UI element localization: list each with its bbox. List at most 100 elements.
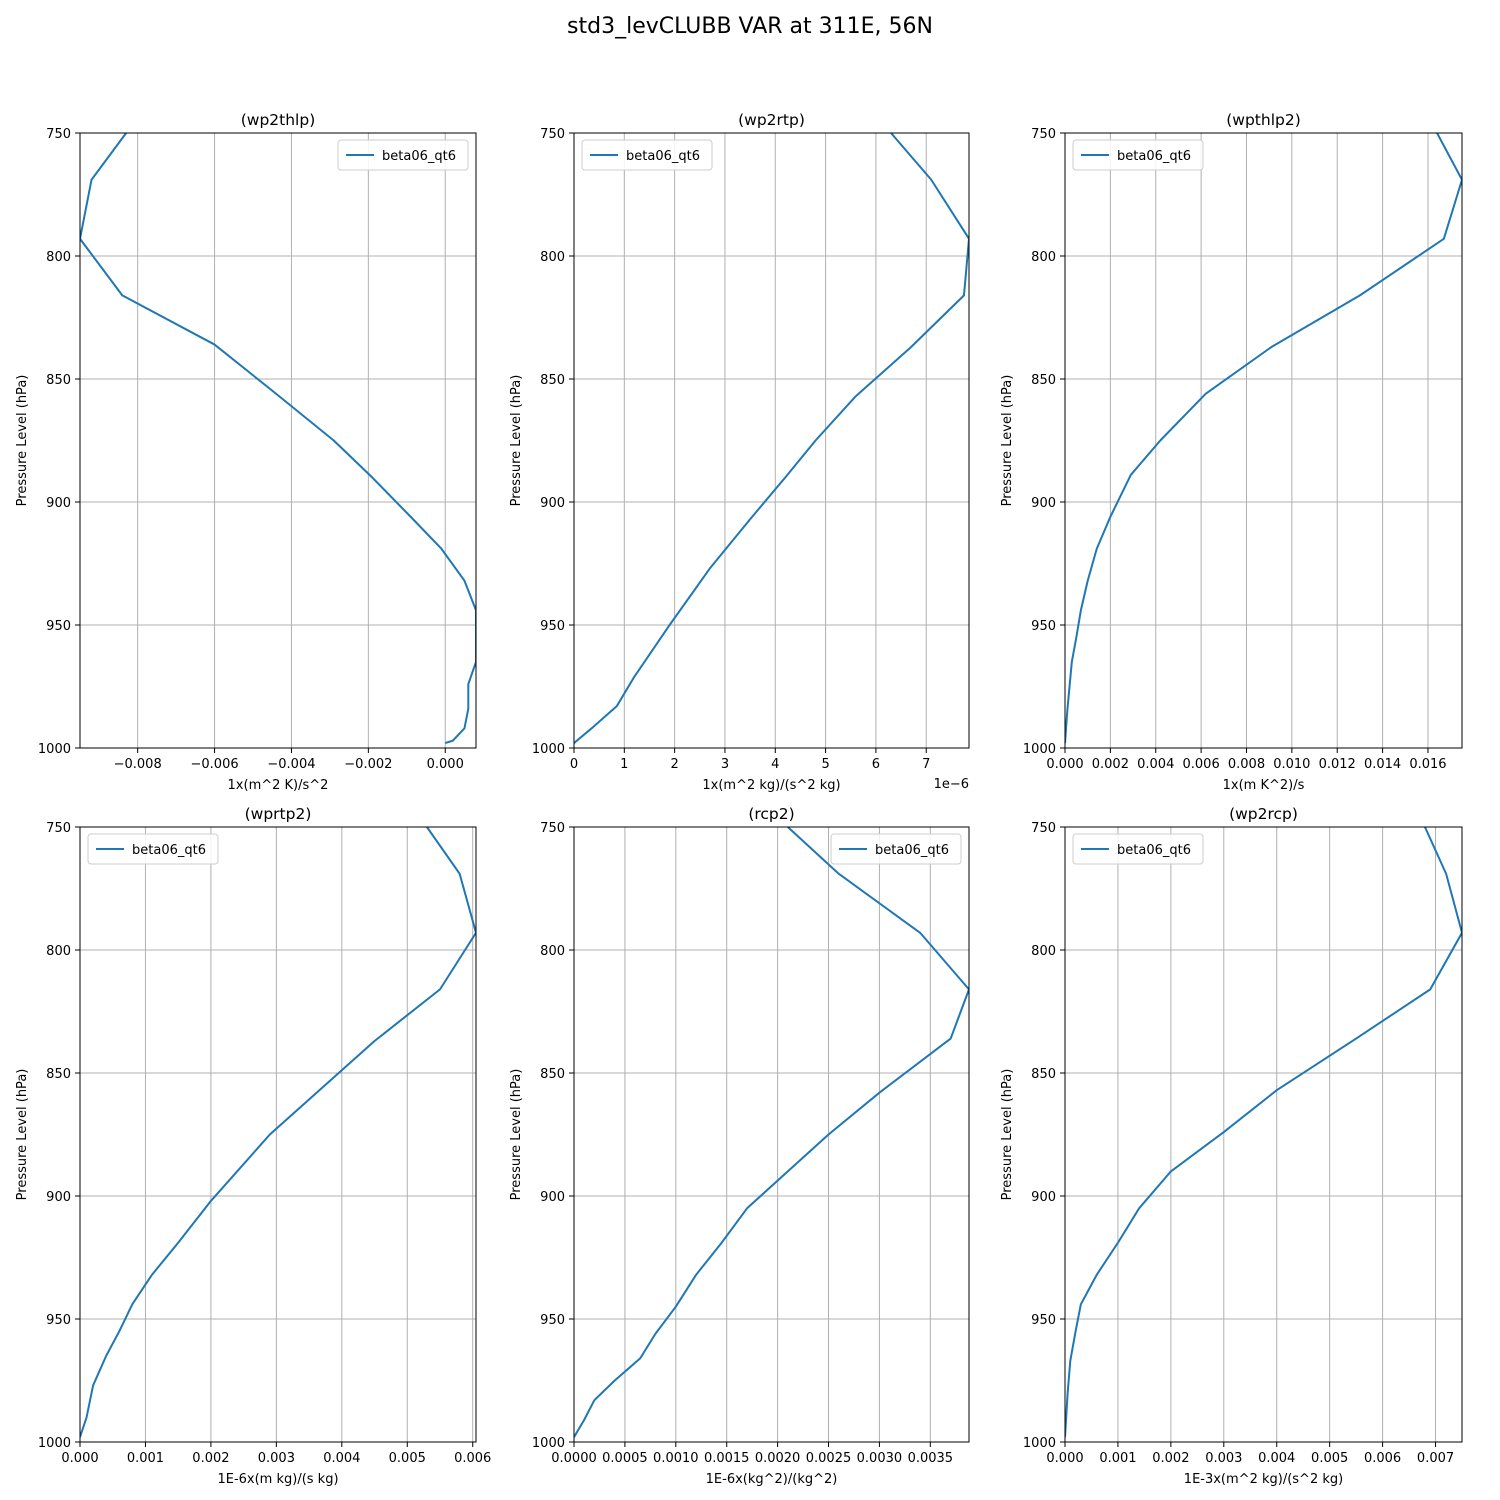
x-tick-label: 0.004 (323, 1451, 360, 1466)
x-tick-label: 0.001 (1099, 1451, 1136, 1466)
y-tick-label: 1000 (532, 1436, 565, 1451)
legend-label: beta06_qt6 (382, 149, 456, 164)
axes-frame (573, 132, 970, 749)
figure-title: std3_levCLUBB VAR at 311E, 56N (567, 14, 933, 39)
legend-label: beta06_qt6 (875, 843, 949, 858)
subplot-6: 0.000 0.001 0.002 0.003 0.004 0.005 0.006 0.007… (1000, 805, 1463, 1487)
subplot-title: (wp2rcp) (1229, 805, 1298, 823)
x-tick-label: 0.005 (1311, 1451, 1348, 1466)
y-tick-label: 900 (46, 1190, 71, 1205)
y-tick-label: 800 (540, 250, 565, 265)
y-tick-label: 900 (540, 1190, 565, 1205)
axes-frame (79, 132, 477, 749)
y-tick-label: 800 (1031, 250, 1056, 265)
x-tick-label: 0.000 (1046, 757, 1083, 772)
x-tick-label: −0.008 (114, 757, 162, 772)
y-tick-label: 950 (46, 619, 71, 634)
y-tick-label: 750 (1031, 127, 1056, 142)
subplot-1: −0.008 −0.006 −0.004 −0.002 0.000 750 800 850 90… (15, 111, 477, 793)
x-axis-label: 1E-6x(m kg)/(s kg) (217, 1472, 338, 1487)
x-tick-label: 4 (771, 757, 779, 772)
x-tick-label: 6 (872, 757, 880, 772)
axes-frame (573, 826, 970, 1443)
x-tick-label: 0.0000 (551, 1451, 597, 1466)
axes-frame (79, 826, 477, 1443)
legend-box (830, 833, 962, 865)
subplot-4: 0.000 0.001 0.002 0.003 0.004 0.005 0.006 750 80… (15, 805, 491, 1487)
y-tick-label: 800 (540, 944, 565, 959)
x-axis-label: 1E-6x(kg^2)/(kg^2) (706, 1472, 838, 1487)
x-tick-label: 0.008 (1228, 757, 1265, 772)
y-tick-label: 950 (540, 1313, 565, 1328)
x-tick-label: 0.0025 (806, 1451, 852, 1466)
legend: beta06_qt6 (337, 139, 469, 171)
x-tick-label: 0.000 (1046, 1451, 1083, 1466)
x-tick-label: 0.001 (127, 1451, 164, 1466)
series-line-beta06_qt6 (80, 827, 476, 1438)
subplot-title: (wp2thlp) (241, 111, 316, 129)
x-tick-label: 1 (620, 757, 628, 772)
y-tick-label: 850 (540, 373, 565, 388)
legend: beta06_qt6 (87, 833, 219, 865)
x-tick-label: 0.004 (1137, 757, 1174, 772)
y-tick-label: 800 (46, 250, 71, 265)
x-tick-label: −0.006 (191, 757, 239, 772)
x-tick-label: 0.010 (1273, 757, 1310, 772)
x-axis-label: 1x(m K^2)/s (1223, 778, 1305, 793)
x-tick-label: 2 (670, 757, 678, 772)
x-tick-label: 0.006 (454, 1451, 491, 1466)
x-tick-label: 0.003 (258, 1451, 295, 1466)
x-tick-label: 0.0015 (704, 1451, 750, 1466)
subplot-5: 0.0000 0.0005 0.0010 0.0015 0.0020 0.0025 0.00… (509, 805, 970, 1487)
x-tick-label: 0.0010 (653, 1451, 699, 1466)
y-tick-label: 850 (46, 1067, 71, 1082)
y-tick-label: 1000 (1023, 1436, 1056, 1451)
x-tick-label: −0.004 (267, 757, 315, 772)
series-line-beta06_qt6 (80, 133, 476, 745)
y-tick-label: 750 (46, 127, 71, 142)
x-tick-label: 0.0005 (602, 1451, 648, 1466)
y-axis-label: Pressure Level (hPa) (1000, 375, 1015, 507)
x-tick-label: 0.006 (1183, 757, 1220, 772)
x-tick-label: 0.005 (389, 1451, 426, 1466)
x-axis-label: 1x(m^2 K)/s^2 (228, 778, 329, 793)
x-tick-label: 3 (721, 757, 729, 772)
legend-box (1072, 139, 1204, 171)
legend: beta06_qt6 (1072, 139, 1204, 171)
x-tick-label: 0.000 (427, 757, 464, 772)
axes-frame (1064, 132, 1463, 749)
x-tick-label: 5 (821, 757, 829, 772)
y-tick-label: 950 (46, 1313, 71, 1328)
x-tick-label: 0.0035 (908, 1451, 954, 1466)
subplot-title: (wprtp2) (245, 805, 312, 823)
x-tick-label: 0.002 (192, 1451, 229, 1466)
legend: beta06_qt6 (1072, 833, 1204, 865)
x-tick-label: 0.004 (1258, 1451, 1295, 1466)
x-axis-label: 1x(m^2 kg)/(s^2 kg) (702, 778, 840, 793)
y-tick-label: 750 (46, 821, 71, 836)
y-axis-label: Pressure Level (hPa) (509, 375, 524, 507)
series-line-beta06_qt6 (1065, 133, 1462, 744)
y-tick-label: 900 (1031, 496, 1056, 511)
legend-label: beta06_qt6 (1117, 149, 1191, 164)
y-tick-label: 750 (1031, 821, 1056, 836)
y-tick-label: 900 (1031, 1190, 1056, 1205)
subplot-title: (rcp2) (748, 805, 794, 823)
subplot-title: (wpthlp2) (1226, 111, 1301, 129)
series-line-beta06_qt6 (574, 133, 969, 744)
y-tick-label: 750 (540, 127, 565, 142)
x-offset-text: 1e−6 (934, 777, 969, 792)
y-tick-label: 1000 (38, 1436, 71, 1451)
x-tick-label: −0.002 (344, 757, 392, 772)
legend-box (1072, 833, 1204, 865)
y-tick-label: 950 (1031, 619, 1056, 634)
legend-box (337, 139, 469, 171)
y-axis-label: Pressure Level (hPa) (15, 375, 30, 507)
y-tick-label: 1000 (1023, 742, 1056, 757)
legend-label: beta06_qt6 (626, 149, 700, 164)
x-tick-label: 0 (570, 757, 578, 772)
legend-label: beta06_qt6 (1117, 843, 1191, 858)
x-tick-label: 0.006 (1364, 1451, 1401, 1466)
legend-box (581, 139, 713, 171)
